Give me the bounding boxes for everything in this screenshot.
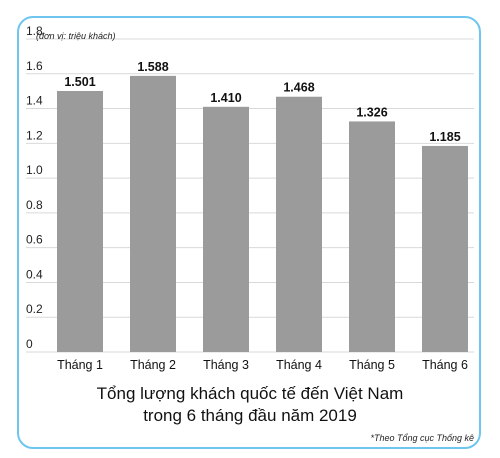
x-category-label: Tháng 3 [203, 358, 249, 372]
x-category-label: Tháng 2 [130, 358, 176, 372]
bar [276, 96, 322, 352]
y-tick-label: 0.8 [26, 198, 43, 212]
y-tick-label: 1.8 [26, 24, 43, 38]
x-category-label: Tháng 5 [349, 358, 395, 372]
chart-title-line-2: trong 6 tháng đầu năm 2019 [143, 406, 357, 425]
x-axis-categories: Tháng 1 Tháng 2 Tháng 3 Tháng 4 Tháng 5 Tháng… [57, 358, 468, 372]
data-label: 1.588 [137, 60, 168, 74]
data-label: 1.326 [356, 105, 387, 119]
data-labels: 1.501 1.588 1.410 1.468 1.326 1.185 [64, 60, 460, 144]
x-category-label: Tháng 6 [422, 358, 468, 372]
data-label: 1.468 [283, 81, 314, 95]
source-note: *Theo Tổng cục Thống kê [370, 433, 474, 443]
data-label: 1.501 [64, 75, 95, 89]
chart-title-line-1: Tổng lượng khách quốc tế đến Việt Nam [97, 384, 404, 403]
y-tick-label: 0.6 [26, 233, 43, 247]
bars [57, 75, 468, 353]
data-label: 1.410 [210, 91, 241, 105]
bar [130, 75, 176, 352]
bar [422, 145, 468, 352]
bar [203, 106, 249, 352]
data-label: 1.185 [429, 130, 460, 144]
bar [349, 121, 395, 352]
y-tick-label: 1.6 [26, 59, 43, 73]
y-axis-ticks: 0 0.2 0.4 0.6 0.8 1.0 1.2 1.4 1.6 1.8 [26, 24, 43, 351]
unit-note: (đơn vị: triệu khách) [36, 31, 115, 41]
y-tick-label: 1.2 [26, 128, 43, 142]
y-tick-label: 1.4 [26, 94, 43, 108]
y-tick-label: 0.2 [26, 302, 43, 316]
y-tick-label: 1.0 [26, 163, 43, 177]
x-category-label: Tháng 1 [57, 358, 103, 372]
y-tick-label: 0 [26, 337, 33, 351]
x-category-label: Tháng 4 [276, 358, 322, 372]
chart-frame [17, 16, 481, 449]
bar [57, 90, 103, 353]
y-tick-label: 0.4 [26, 267, 43, 281]
